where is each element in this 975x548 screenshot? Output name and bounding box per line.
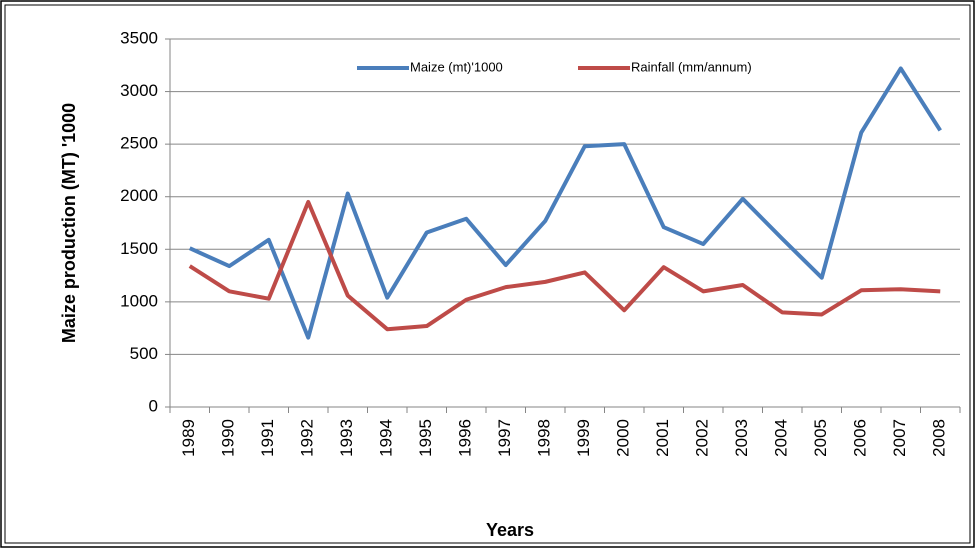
x-tick-label: 1995 — [416, 419, 435, 457]
inner-frame — [4, 4, 971, 544]
x-tick-label: 1990 — [219, 419, 238, 457]
y-tick-label: 3500 — [120, 28, 158, 47]
data-line — [188, 199, 941, 332]
x-axis-label: Years — [486, 520, 534, 540]
y-tick-label: 1500 — [120, 239, 158, 258]
x-tick-label: 1993 — [337, 419, 356, 457]
x-tick-label: 1999 — [574, 419, 593, 457]
x-tick-label: 2003 — [732, 419, 751, 457]
y-axis-label: Maize production (MT) '1000 — [59, 103, 79, 343]
x-tick-label: 2006 — [851, 419, 870, 457]
legend-label: Rainfall (mm/annum) — [631, 59, 752, 74]
x-tick-label: 1997 — [495, 419, 514, 457]
y-tick-label: 0 — [149, 396, 158, 415]
x-tick-label: 2005 — [811, 419, 830, 457]
legend-label: Maize (mt)'1000 — [410, 59, 503, 74]
x-tick-label: 1996 — [456, 419, 475, 457]
x-tick-label: 2001 — [653, 419, 672, 457]
x-tick-label: 1989 — [179, 419, 198, 457]
y-tick-label: 3000 — [120, 81, 158, 100]
data-line — [188, 66, 942, 340]
x-tick-label: 1991 — [258, 419, 277, 457]
y-tick-label: 2500 — [120, 134, 158, 153]
y-tick-label: 1000 — [120, 291, 158, 310]
x-tick-label: 2004 — [772, 419, 791, 457]
x-tick-label: 2000 — [614, 419, 633, 457]
x-tick-label: 1992 — [298, 419, 317, 457]
x-tick-label: 1998 — [535, 419, 554, 457]
x-tick-label: 2008 — [930, 419, 949, 457]
y-tick-label: 2000 — [120, 186, 158, 205]
y-tick-label: 500 — [130, 344, 158, 363]
x-tick-label: 1994 — [377, 419, 396, 457]
x-tick-label: 2002 — [693, 419, 712, 457]
x-tick-label: 2007 — [890, 419, 909, 457]
